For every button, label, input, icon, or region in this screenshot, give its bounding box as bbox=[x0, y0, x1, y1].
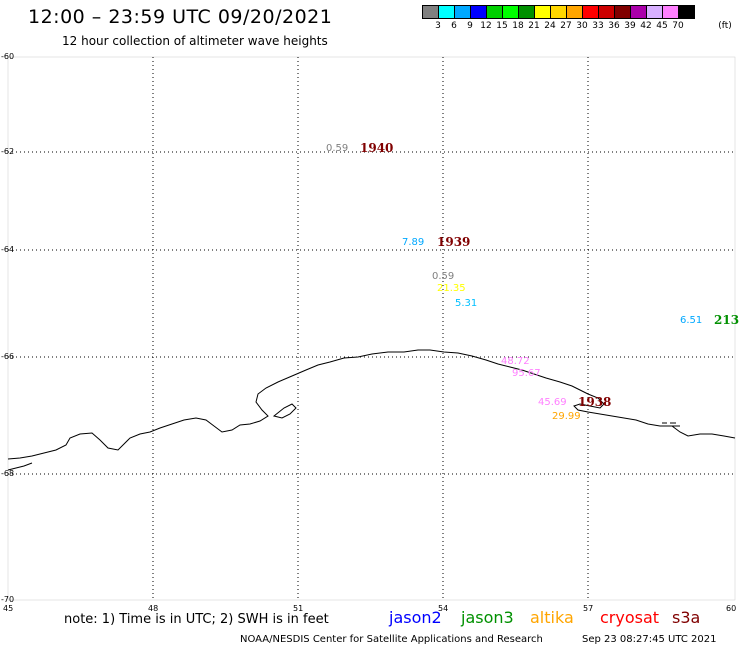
map-frame bbox=[7, 56, 736, 601]
latitude-label: -70 bbox=[1, 595, 15, 604]
wave-height-label: 7.89 bbox=[402, 237, 425, 248]
wave-height-label: 5.31 bbox=[455, 298, 478, 309]
legend-tick-label: 18 bbox=[512, 21, 524, 31]
longitude-label: 45 bbox=[3, 604, 14, 613]
latitude-label: -62 bbox=[1, 147, 15, 156]
longitude-label: 51 bbox=[293, 604, 304, 613]
wave-height-label: 29.99 bbox=[552, 411, 581, 422]
latitude-label: -68 bbox=[1, 469, 15, 478]
longitude-label: 57 bbox=[583, 604, 594, 613]
longitude-label: 54 bbox=[438, 604, 449, 613]
map-subtitle: 12 hour collection of altimeter wave hei… bbox=[62, 34, 328, 48]
legend-tick-label: 6 bbox=[451, 21, 457, 31]
color-scale-legend bbox=[422, 5, 695, 19]
legend-tick-label: 9 bbox=[467, 21, 473, 31]
satellite-cryosat: cryosat bbox=[600, 608, 660, 627]
pass-time-label: 213 bbox=[714, 313, 740, 327]
satellite-altika: altika bbox=[530, 608, 574, 627]
legend-tick-label: 12 bbox=[480, 21, 492, 31]
footer-note: note: 1) Time is in UTC; 2) SWH is in fe… bbox=[64, 612, 329, 627]
wave-height-label: 0.59 bbox=[326, 143, 349, 154]
legend-tick-label: 15 bbox=[496, 21, 508, 31]
legend-tick-label: 45 bbox=[656, 21, 668, 31]
latitude-label: -66 bbox=[1, 352, 15, 361]
ice-shelf-marks bbox=[662, 422, 680, 427]
map-title: 12:00 – 23:59 UTC 09/20/2021 bbox=[28, 6, 333, 28]
wave-height-label: 0.59 bbox=[432, 271, 455, 282]
legend-tick-label: 39 bbox=[624, 21, 636, 31]
wave-height-label: 45.69 bbox=[538, 397, 567, 408]
legend-tick-label: 36 bbox=[608, 21, 620, 31]
wave-height-label: 48.72 bbox=[501, 356, 530, 367]
legend-tick-label: 42 bbox=[640, 21, 652, 31]
graticule bbox=[8, 57, 735, 600]
wave-height-label: 21.35 bbox=[437, 283, 466, 294]
wave-height-label: 6.51 bbox=[680, 315, 703, 326]
legend-tick-label: 3 bbox=[435, 21, 441, 31]
legend-tick-label: 27 bbox=[560, 21, 572, 31]
satellite-s3a: s3a bbox=[672, 608, 701, 627]
longitude-label: 48 bbox=[148, 604, 159, 613]
latitude-label: -60 bbox=[1, 52, 15, 61]
satellite-jason3: jason3 bbox=[461, 608, 514, 627]
color-scale-labels: 3 6 9 12 15 18 21 24 27 30 33 36 39 42 45 70 (ft) bbox=[422, 21, 740, 33]
legend-tick-label: 21 bbox=[528, 21, 540, 31]
legend-tick-label: (ft) bbox=[718, 21, 732, 31]
legend-tick-label: 70 bbox=[672, 21, 684, 31]
credit-line: NOAA/NESDIS Center for Satellite Applica… bbox=[240, 634, 543, 645]
pass-time-label: 1938 bbox=[578, 395, 612, 409]
coastline bbox=[7, 349, 736, 471]
latitude-label: -64 bbox=[1, 245, 15, 254]
legend-tick-label: 33 bbox=[592, 21, 604, 31]
legend-tick-label: 30 bbox=[576, 21, 588, 31]
pass-time-label: 1940 bbox=[360, 141, 394, 155]
legend-swatch bbox=[678, 5, 695, 19]
longitude-label: 60 bbox=[726, 604, 737, 613]
wave-height-label: 95.67 bbox=[512, 368, 541, 379]
legend-tick-label: 24 bbox=[544, 21, 556, 31]
pass-time-label: 1939 bbox=[437, 235, 471, 249]
generated-timestamp: Sep 23 08:27:45 UTC 2021 bbox=[582, 634, 717, 645]
satellite-jason2: jason2 bbox=[389, 608, 442, 627]
